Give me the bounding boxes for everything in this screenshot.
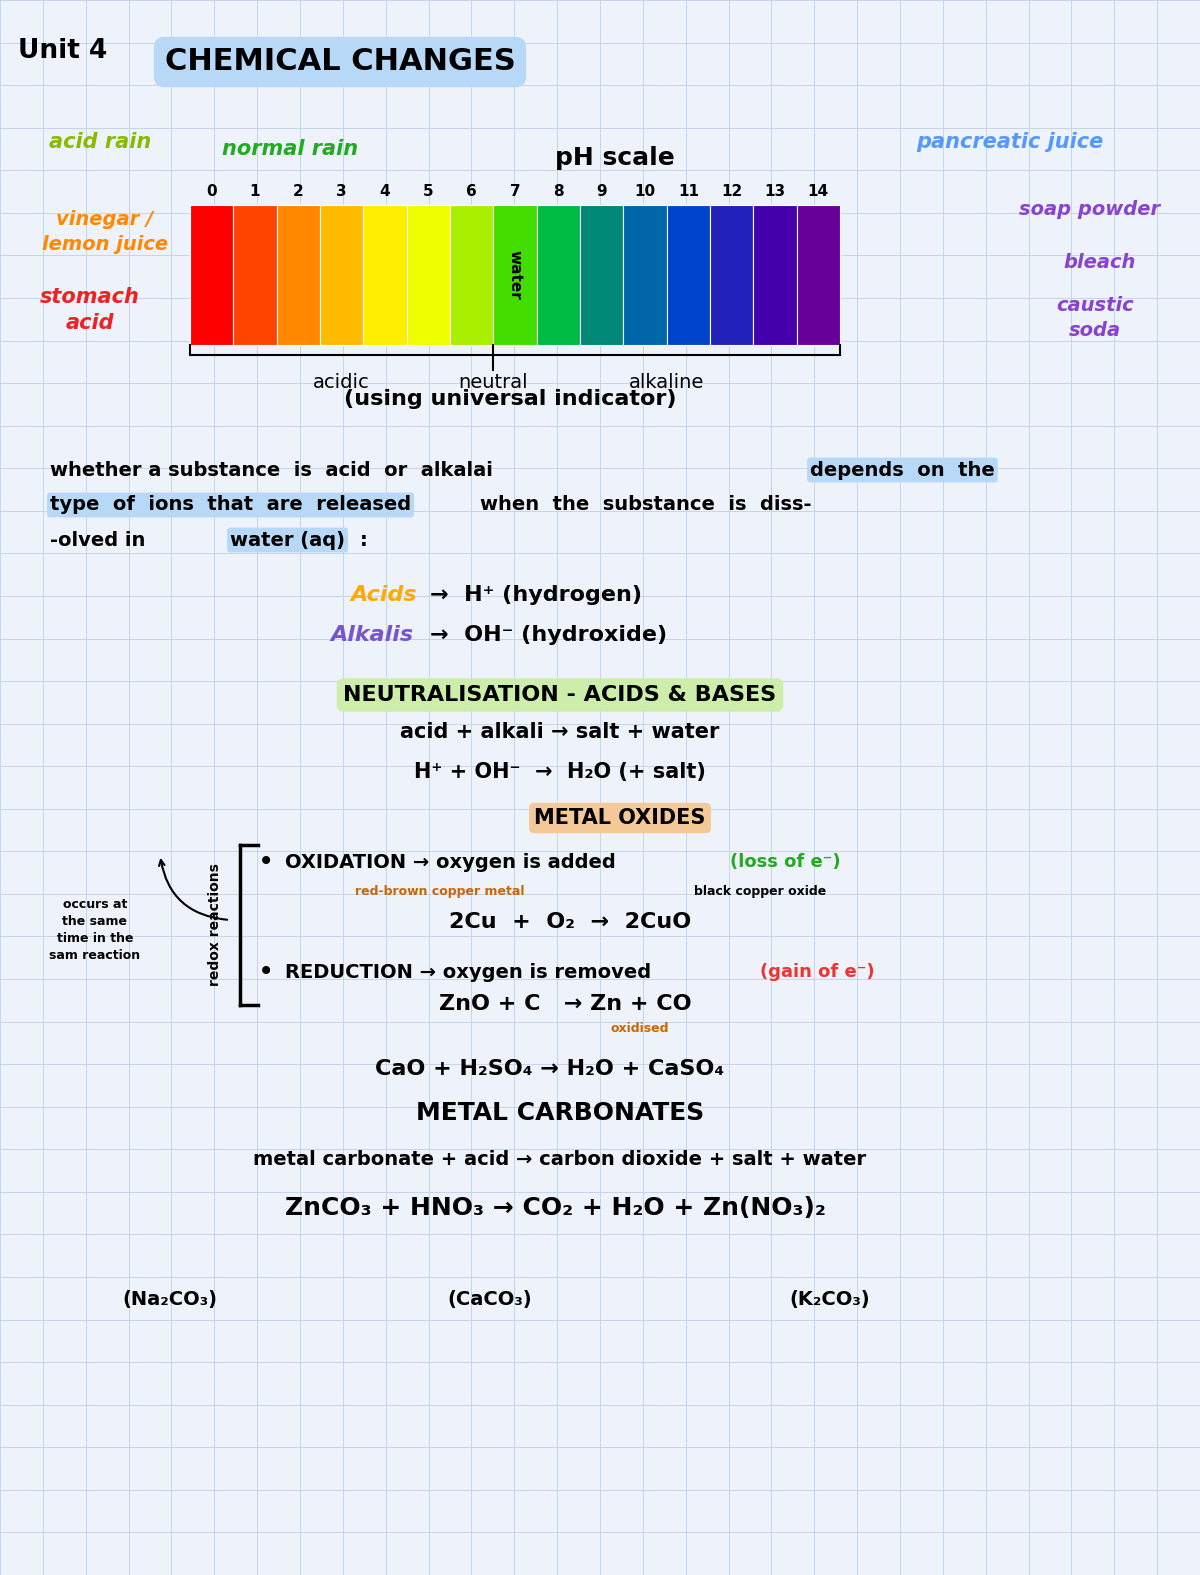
Text: Acids: Acids [350, 584, 416, 605]
Text: caustic
soda: caustic soda [1056, 296, 1134, 340]
Text: (K₂CO₃): (K₂CO₃) [790, 1290, 870, 1309]
Bar [667, 205, 710, 345]
Text: 14: 14 [808, 184, 829, 198]
Text: OXIDATION → oxygen is added: OXIDATION → oxygen is added [286, 852, 616, 871]
Text: 8: 8 [553, 184, 564, 198]
Text: bleach: bleach [1064, 254, 1136, 272]
Bar [493, 205, 536, 345]
Text: Unit 4: Unit 4 [18, 38, 107, 65]
Text: neutral: neutral [458, 373, 528, 392]
Text: 11: 11 [678, 184, 698, 198]
Text: H⁺ + OH⁻  →  H₂O (+ salt): H⁺ + OH⁻ → H₂O (+ salt) [414, 762, 706, 783]
Bar [797, 205, 840, 345]
Text: 1: 1 [250, 184, 260, 198]
Bar [364, 205, 407, 345]
Bar [190, 205, 233, 345]
Text: Alkalis: Alkalis [330, 625, 413, 646]
Text: REDUCTION → oxygen is removed: REDUCTION → oxygen is removed [286, 962, 652, 981]
Text: (using universal indicator): (using universal indicator) [343, 389, 677, 410]
Text: acid rain: acid rain [49, 132, 151, 153]
Text: when  the  substance  is  diss-: when the substance is diss- [480, 496, 811, 515]
Text: 6: 6 [467, 184, 478, 198]
Bar [320, 205, 364, 345]
Text: •: • [258, 958, 275, 986]
Text: 12: 12 [721, 184, 743, 198]
Text: 0: 0 [206, 184, 217, 198]
Text: depends  on  the: depends on the [810, 460, 995, 479]
Text: 5: 5 [424, 184, 433, 198]
Text: (CaCO₃): (CaCO₃) [448, 1290, 533, 1309]
Text: CHEMICAL CHANGES: CHEMICAL CHANGES [164, 47, 515, 77]
Text: whether a substance  is  acid  or  alkalai: whether a substance is acid or alkalai [50, 460, 493, 479]
Text: 13: 13 [764, 184, 786, 198]
Text: NEUTRALISATION - ACIDS & BASES: NEUTRALISATION - ACIDS & BASES [343, 685, 776, 706]
Text: acidic: acidic [313, 373, 370, 392]
Bar [710, 205, 754, 345]
Text: →  H⁺ (hydrogen): → H⁺ (hydrogen) [430, 584, 642, 605]
Text: metal carbonate + acid → carbon dioxide + salt + water: metal carbonate + acid → carbon dioxide … [253, 1150, 866, 1169]
Text: ZnO + C   → Zn + CO: ZnO + C → Zn + CO [439, 994, 691, 1014]
Text: redox reactions: redox reactions [208, 863, 222, 986]
Text: -olved in: -olved in [50, 531, 145, 550]
Text: alkaline: alkaline [629, 373, 704, 392]
Text: 10: 10 [635, 184, 655, 198]
Text: METAL CARBONATES: METAL CARBONATES [416, 1101, 704, 1125]
Text: red-brown copper metal: red-brown copper metal [355, 885, 524, 898]
Text: oxidised: oxidised [611, 1022, 670, 1035]
Text: (loss of e⁻): (loss of e⁻) [730, 854, 841, 871]
Text: pH scale: pH scale [556, 146, 674, 170]
Bar [580, 205, 623, 345]
Text: 2: 2 [293, 184, 304, 198]
Text: •: • [258, 847, 275, 876]
Text: 9: 9 [596, 184, 607, 198]
Text: ZnCO₃ + HNO₃ → CO₂ + H₂O + Zn(NO₃)₂: ZnCO₃ + HNO₃ → CO₂ + H₂O + Zn(NO₃)₂ [284, 1195, 826, 1221]
Text: occurs at
the same
time in the
sam reaction: occurs at the same time in the sam react… [49, 898, 140, 962]
Bar [277, 205, 320, 345]
Text: →  OH⁻ (hydroxide): → OH⁻ (hydroxide) [430, 625, 667, 646]
Bar [754, 205, 797, 345]
Text: vinegar /
lemon juice: vinegar / lemon juice [42, 209, 168, 254]
Text: pancreatic juice: pancreatic juice [917, 132, 1104, 153]
Bar [536, 205, 580, 345]
Bar [623, 205, 667, 345]
Text: normal rain: normal rain [222, 139, 358, 159]
Text: 7: 7 [510, 184, 521, 198]
Text: 3: 3 [336, 184, 347, 198]
Text: stomach
acid: stomach acid [40, 287, 140, 334]
Text: 4: 4 [379, 184, 390, 198]
Text: 2Cu  +  O₂  →  2CuO: 2Cu + O₂ → 2CuO [449, 912, 691, 932]
Text: METAL OXIDES: METAL OXIDES [534, 808, 706, 828]
Text: acid + alkali → salt + water: acid + alkali → salt + water [401, 721, 720, 742]
Text: water (aq): water (aq) [230, 531, 346, 550]
Text: :: : [360, 531, 367, 550]
Text: soap powder: soap powder [1020, 200, 1160, 219]
Bar [450, 205, 493, 345]
Bar [407, 205, 450, 345]
Text: black copper oxide: black copper oxide [694, 885, 826, 898]
Text: (gain of e⁻): (gain of e⁻) [760, 962, 875, 981]
Text: CaO + H₂SO₄ → H₂O + CaSO₄: CaO + H₂SO₄ → H₂O + CaSO₄ [376, 1058, 725, 1079]
Text: type  of  ions  that  are  released: type of ions that are released [50, 496, 412, 515]
Bar [233, 205, 277, 345]
Text: water: water [508, 250, 522, 299]
Text: (Na₂CO₃): (Na₂CO₃) [122, 1290, 217, 1309]
